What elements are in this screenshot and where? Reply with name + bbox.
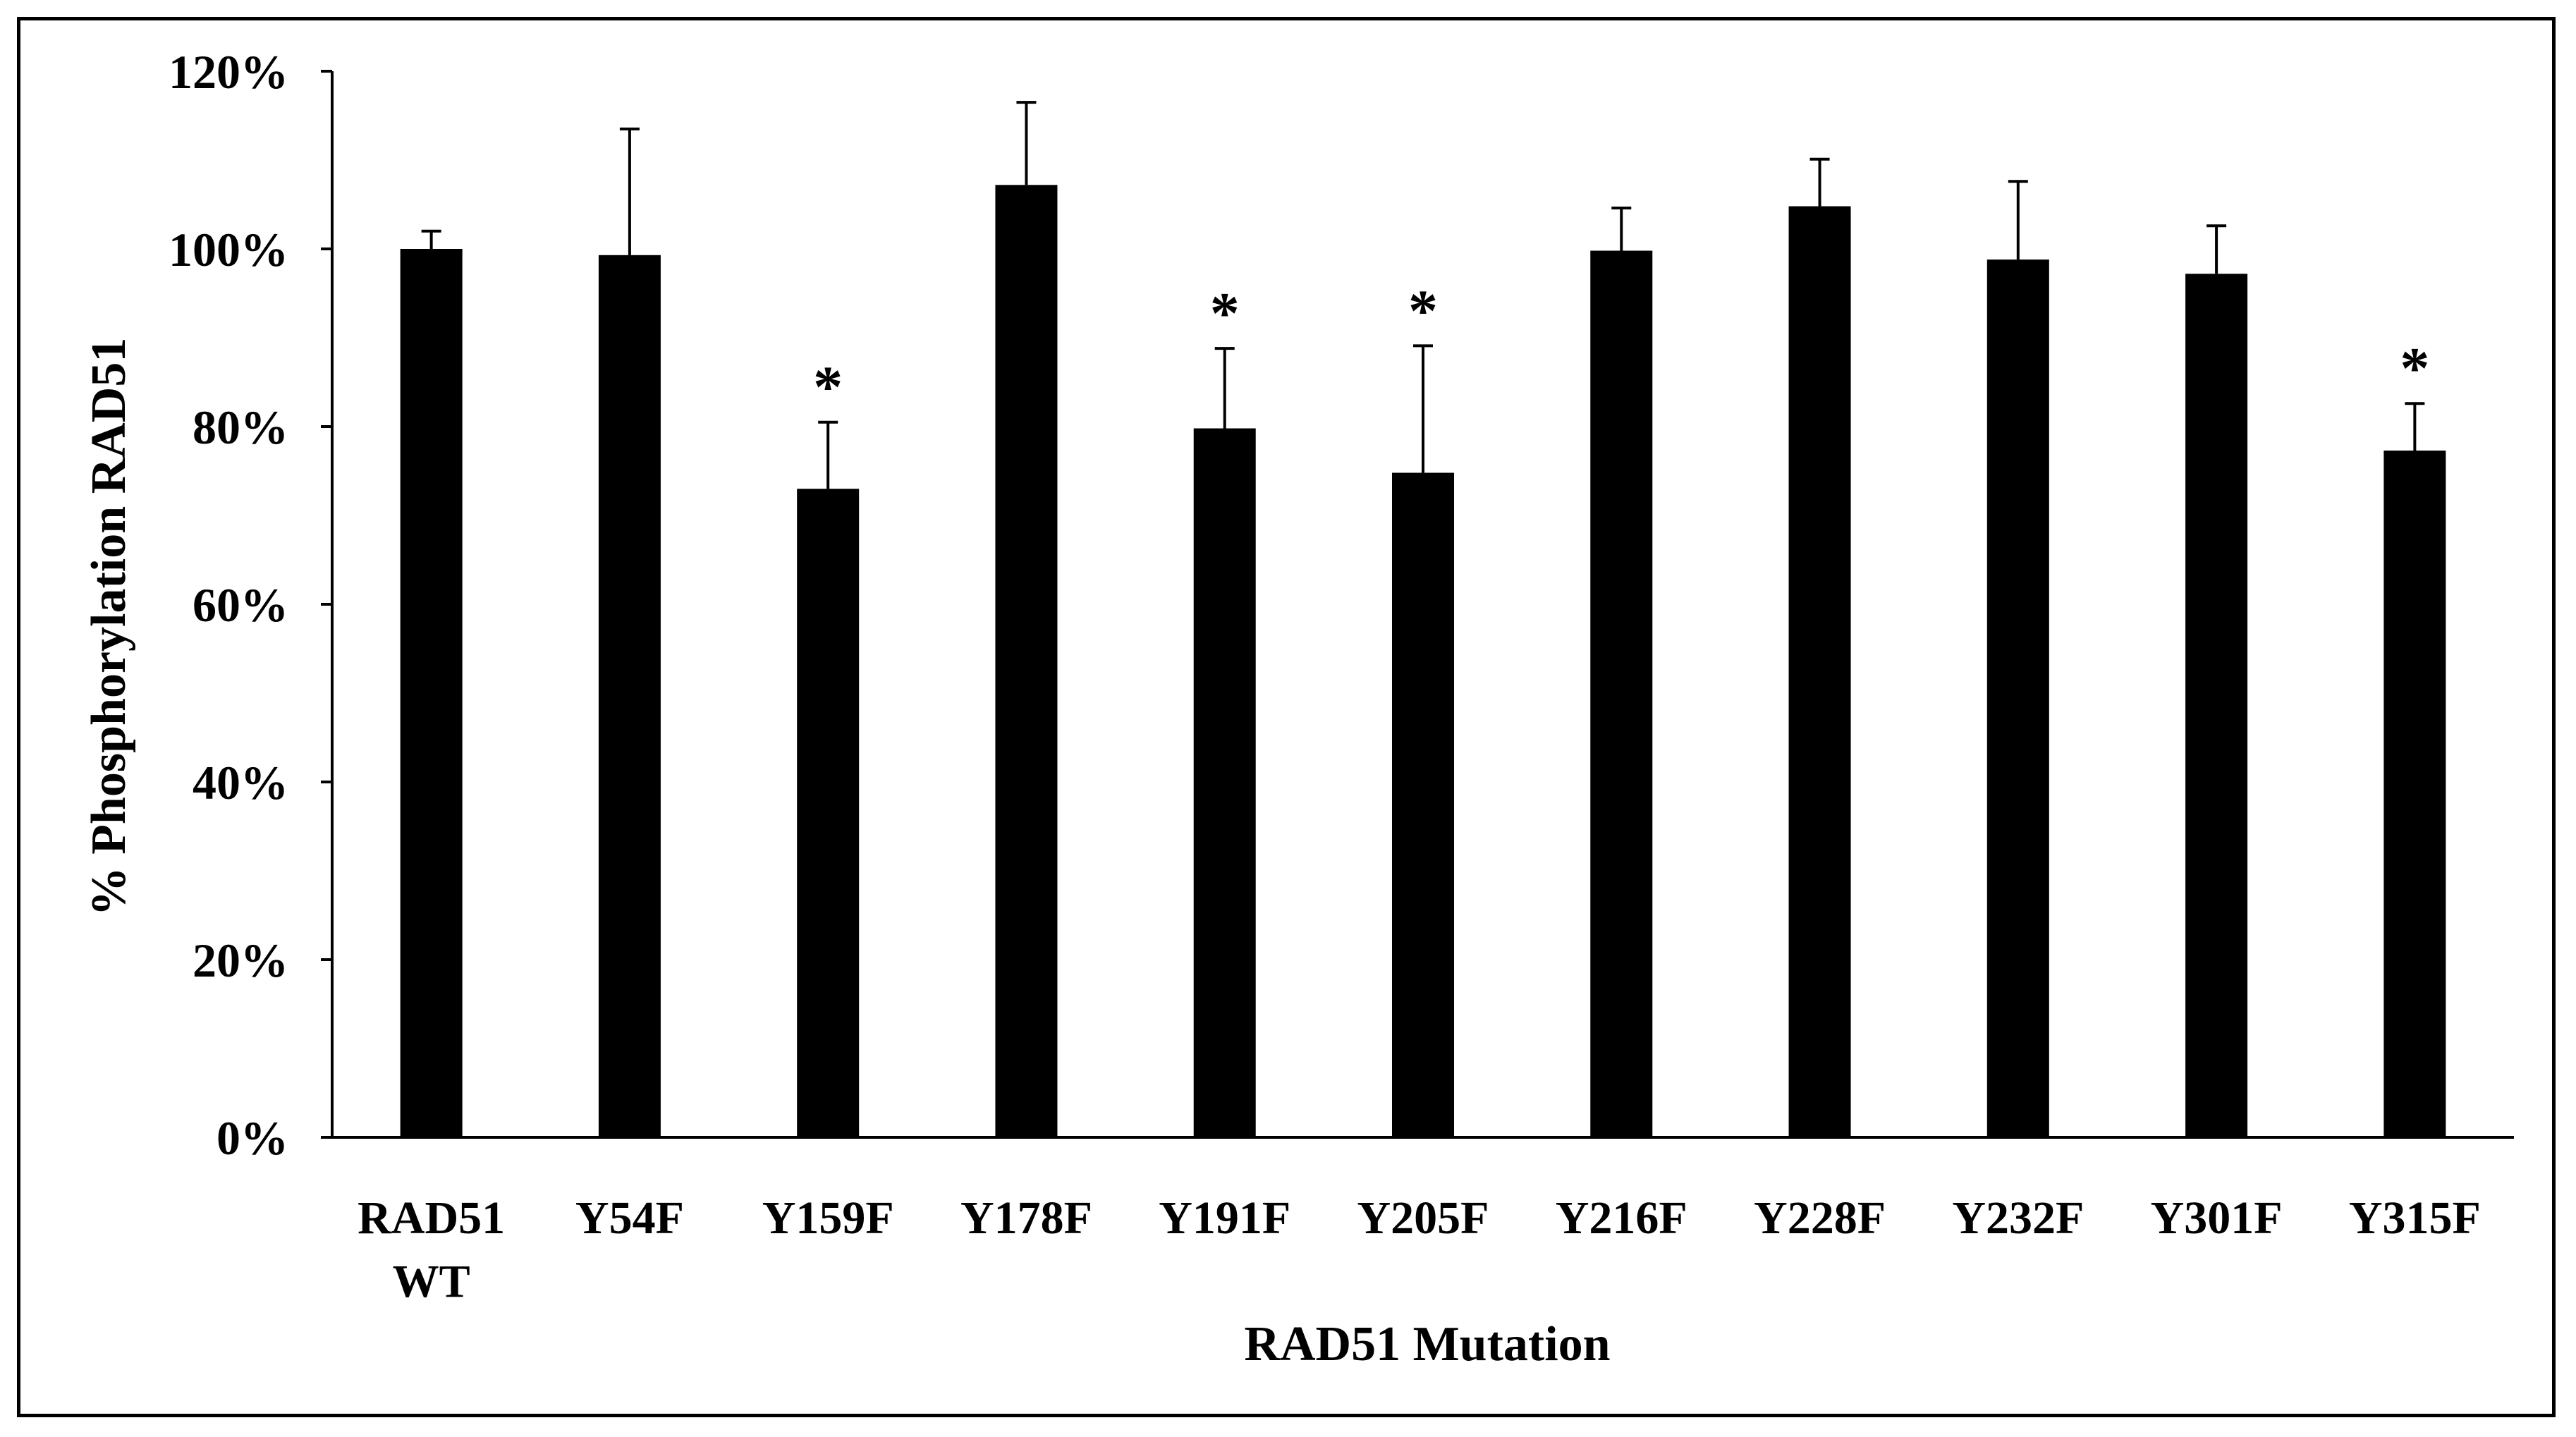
y-tick-label: 40% [193, 756, 288, 809]
x-tick-label: Y228F [1754, 1192, 1886, 1244]
significance-marker: * [2400, 336, 2429, 401]
x-tick-label: Y216F [1556, 1192, 1687, 1244]
y-tick-label: 100% [169, 223, 288, 276]
bar [1392, 472, 1454, 1137]
y-tick-label: 80% [193, 400, 288, 454]
x-axis: RAD51 WT Y54F Y159F Y178F Y191F Y205F Y216F Y228… [332, 1136, 2514, 1307]
y-tick-label: 0% [216, 1111, 288, 1165]
bar [2185, 274, 2248, 1137]
x-tick-label: Y178F [960, 1192, 1092, 1244]
significance-marker: * [1210, 281, 1240, 346]
bar [1788, 206, 1851, 1137]
bar [995, 185, 1058, 1137]
y-tick-label: 120% [169, 45, 288, 99]
x-tick-label: Y205F [1357, 1192, 1489, 1244]
x-tick-label: WT [393, 1256, 470, 1307]
x-tick-label: Y315F [2349, 1192, 2481, 1244]
bar [797, 489, 860, 1137]
chart-frame: 0% 20% 40% 60% 80% 100% 120% * * * * RAD51 WT Y54F Y… [17, 17, 2556, 1417]
bar [1193, 428, 1256, 1137]
bar [598, 255, 661, 1137]
y-tick-label: 60% [193, 578, 288, 632]
x-tick-label: Y54F [575, 1192, 684, 1244]
y-axis-title: % Phosphorylation RAD51 [82, 338, 136, 917]
x-tick-label: Y301F [2151, 1192, 2283, 1244]
bar [400, 249, 463, 1137]
y-axis: 0% 20% 40% 60% 80% 100% 120% [169, 45, 334, 1165]
bars: * * * * [400, 101, 2446, 1137]
x-tick-label: Y159F [762, 1192, 894, 1244]
x-axis-title: RAD51 Mutation [1244, 1317, 1610, 1371]
bar [1590, 250, 1653, 1137]
significance-marker: * [1408, 278, 1438, 343]
significance-marker: * [813, 355, 843, 420]
x-tick-label: Y191F [1159, 1192, 1290, 1244]
y-tick-label: 20% [193, 934, 288, 987]
bar [1986, 259, 2049, 1137]
bar [2383, 451, 2446, 1137]
x-tick-label: Y232F [1952, 1192, 2084, 1244]
bar-chart: 0% 20% 40% 60% 80% 100% 120% * * * * RAD51 WT Y54F Y… [82, 45, 2514, 1371]
x-tick-label: RAD51 [358, 1192, 505, 1244]
